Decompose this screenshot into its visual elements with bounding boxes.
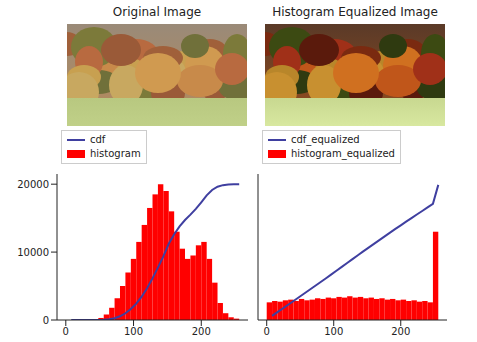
- svg-text:10000: 10000: [17, 247, 49, 258]
- svg-text:200: 200: [391, 326, 410, 337]
- svg-text:100: 100: [124, 326, 143, 337]
- html-text:histogram: histogram: [90, 148, 141, 159]
- html-text:cdf: cdf: [90, 134, 106, 145]
- html-text:cdf_equalized: cdf_equalized: [291, 134, 360, 145]
- html-text:Original Image: Original Image: [112, 5, 202, 19]
- svg-text:20000: 20000: [17, 179, 49, 190]
- html-text:Histogram Equalized Image: Histogram Equalized Image: [272, 5, 438, 19]
- svg-text:0: 0: [43, 315, 49, 326]
- svg-text:0: 0: [63, 326, 69, 337]
- svg-text:100: 100: [324, 326, 343, 337]
- html-text:histogram_equalized: histogram_equalized: [291, 148, 395, 159]
- svg-text:200: 200: [192, 326, 211, 337]
- svg-text:0: 0: [264, 326, 270, 337]
